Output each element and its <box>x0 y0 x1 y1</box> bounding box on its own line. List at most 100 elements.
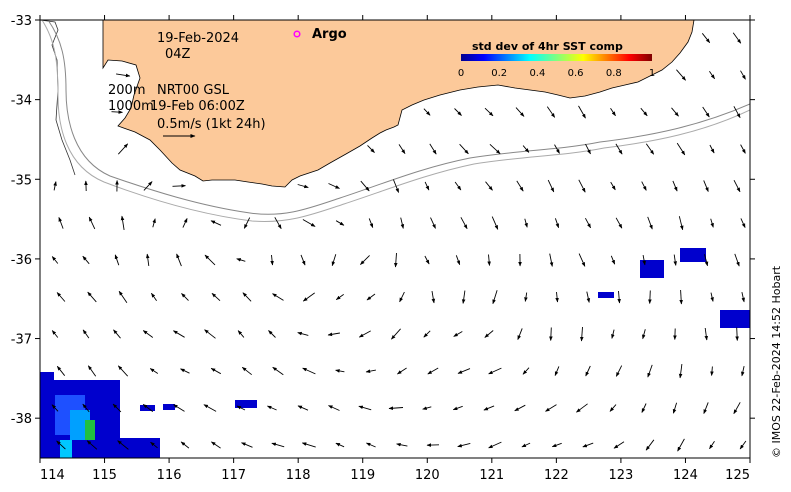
current-arrow <box>82 403 90 413</box>
current-arrow <box>368 218 374 229</box>
current-arrow <box>422 406 432 410</box>
product-label: NRT00 GSL <box>157 83 230 98</box>
current-arrow <box>391 328 401 340</box>
current-arrow <box>88 216 96 230</box>
current-arrow <box>51 330 59 338</box>
x-tick-label: 122 <box>544 468 569 483</box>
current-arrow <box>546 106 556 118</box>
current-arrow <box>366 293 376 301</box>
current-arrow <box>676 69 686 81</box>
current-arrow <box>241 366 252 376</box>
current-arrow <box>641 403 647 413</box>
current-arrow <box>53 181 57 191</box>
current-arrow <box>429 143 437 155</box>
current-arrow <box>710 366 714 376</box>
x-tick-label: 114 <box>40 468 65 483</box>
x-tick-label: 117 <box>221 468 246 483</box>
current-arrow <box>710 292 714 302</box>
current-arrow <box>640 107 648 117</box>
current-arrow <box>704 327 709 341</box>
valid-time-label: 19-Feb 06:00Z <box>150 99 245 114</box>
current-arrow <box>740 70 746 80</box>
x-tick-label: 115 <box>92 468 117 483</box>
current-arrow <box>516 180 524 192</box>
current-arrow <box>578 253 586 267</box>
current-arrow <box>241 442 253 448</box>
colorbar-tick-label: 0.8 <box>606 68 622 79</box>
current-arrow <box>151 292 157 301</box>
current-arrow <box>613 441 625 449</box>
current-arrow <box>555 291 559 303</box>
current-arrow <box>484 107 494 117</box>
current-arrow <box>365 442 376 448</box>
current-arrow <box>143 181 153 191</box>
current-arrow <box>454 108 462 116</box>
current-arrow <box>642 255 646 266</box>
current-arrow <box>645 439 655 451</box>
current-arrow <box>204 254 216 266</box>
current-arrow <box>114 254 120 266</box>
current-arrow <box>328 405 340 411</box>
current-arrow <box>679 289 683 305</box>
current-arrow <box>703 180 709 193</box>
current-arrow <box>431 291 436 304</box>
current-arrow <box>211 441 221 449</box>
contour-200m <box>47 20 750 215</box>
sst-patch-south <box>235 400 257 408</box>
current-arrow <box>399 291 405 303</box>
current-arrow <box>615 365 623 377</box>
x-tick-label: 118 <box>286 468 311 483</box>
current-arrow <box>398 144 406 154</box>
current-arrow <box>517 328 523 341</box>
x-tick-label: 123 <box>608 468 633 483</box>
sst-patch-east-3 <box>598 292 614 298</box>
current-arrow <box>211 292 221 302</box>
current-arrow <box>181 293 189 301</box>
current-arrow <box>268 330 276 338</box>
current-arrow <box>56 292 66 302</box>
current-arrow <box>237 330 245 338</box>
current-arrow <box>365 369 376 373</box>
y-tick-label: -37 <box>11 333 32 348</box>
current-arrow <box>673 254 677 266</box>
x-tick-label: 120 <box>415 468 440 483</box>
current-arrow <box>704 254 709 267</box>
current-arrow <box>453 331 463 337</box>
current-arrow <box>582 442 594 448</box>
sst-patch-east-1 <box>640 260 664 278</box>
current-arrow <box>452 405 463 411</box>
hour-label: 04Z <box>165 47 191 62</box>
current-arrow <box>485 181 493 191</box>
current-arrow <box>112 403 122 413</box>
current-arrow <box>272 293 284 301</box>
current-arrow <box>360 255 370 265</box>
current-arrow <box>120 215 125 230</box>
current-arrow <box>645 143 655 155</box>
current-arrow <box>149 368 159 374</box>
current-arrow <box>302 292 315 302</box>
current-arrow <box>455 255 461 266</box>
y-tick-label: -35 <box>11 173 32 188</box>
current-arrow <box>733 402 741 415</box>
current-arrow <box>701 33 711 44</box>
current-arrow <box>740 218 746 229</box>
plot-frame <box>39 19 751 459</box>
current-arrow <box>554 218 560 229</box>
current-arrow <box>423 108 431 116</box>
current-arrow <box>514 404 526 412</box>
current-arrow <box>610 108 616 117</box>
current-arrow <box>483 405 495 411</box>
current-arrow <box>82 255 90 265</box>
current-arrow <box>271 442 285 448</box>
sst-patch-east-2 <box>680 248 706 262</box>
current-arrow <box>82 329 90 339</box>
current-arrow <box>459 143 469 155</box>
scale-label: 0.5m/s (1kt 24h) <box>157 117 266 132</box>
current-arrow <box>203 404 217 412</box>
current-arrow <box>579 326 584 342</box>
current-arrow <box>677 438 685 452</box>
current-arrow <box>297 331 309 336</box>
current-arrow <box>610 181 616 191</box>
current-arrow <box>243 217 251 229</box>
current-arrow <box>515 107 525 117</box>
